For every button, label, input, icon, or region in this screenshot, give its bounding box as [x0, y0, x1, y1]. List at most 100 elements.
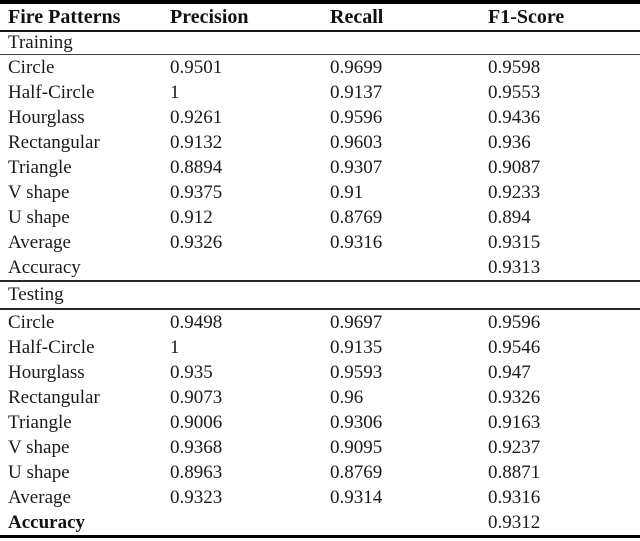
- cell-precision: 1: [170, 81, 180, 103]
- cell-precision: 0.9073: [170, 386, 223, 408]
- table-row: Circle 0.9498 0.9697 0.9596: [0, 309, 640, 335]
- cell-pattern: Triangle: [8, 411, 72, 433]
- table-row: Triangle 0.9006 0.9306 0.9163: [0, 410, 640, 435]
- table-row: V shape 0.9368 0.9095 0.9237: [0, 435, 640, 460]
- cell-f1: 0.9087: [488, 156, 541, 178]
- cell-f1: 0.936: [488, 131, 531, 153]
- cell-precision: 0.935: [170, 361, 213, 383]
- cell-pattern: Half-Circle: [8, 81, 95, 103]
- cell-pattern: Hourglass: [8, 361, 85, 383]
- table-row: Average 0.9323 0.9314 0.9316: [0, 485, 640, 510]
- cell-precision: 0.9501: [170, 56, 223, 78]
- cell-recall: 0.9697: [330, 311, 383, 333]
- table-row: Average 0.9326 0.9316 0.9315: [0, 230, 640, 255]
- cell-precision: 0.9261: [170, 106, 223, 128]
- section-row-testing: Testing: [0, 280, 640, 310]
- cell-recall: [322, 255, 480, 281]
- cell-precision: 0.8963: [170, 461, 223, 483]
- cell-f1: 0.9233: [488, 181, 541, 203]
- cell-f1: 0.9598: [488, 56, 541, 78]
- table-row: Half-Circle 1 0.9137 0.9553: [0, 80, 640, 105]
- table-row-accuracy-testing: Accuracy 0.9312: [0, 510, 640, 537]
- table-row: Rectangular 0.9132 0.9603 0.936: [0, 130, 640, 155]
- column-header-recall: Recall: [322, 2, 480, 32]
- cell-precision: 0.9323: [170, 486, 223, 508]
- cell-pattern: U shape: [8, 461, 70, 483]
- cell-recall: 0.96: [330, 386, 364, 408]
- cell-precision: 0.9498: [170, 311, 223, 333]
- cell-f1: 0.9596: [488, 311, 541, 333]
- cell-precision: [162, 255, 322, 281]
- cell-f1: 0.9546: [488, 336, 541, 358]
- table-row: Hourglass 0.935 0.9593 0.947: [0, 360, 640, 385]
- cell-recall: 0.9699: [330, 56, 383, 78]
- column-header-fire-patterns: Fire Patterns: [0, 2, 162, 32]
- cell-pattern: Average: [8, 231, 71, 253]
- cell-recall: 0.9306: [330, 411, 383, 433]
- table-row: Accuracy 0.9313: [0, 255, 640, 281]
- table-row: Circle 0.9501 0.9699 0.9598: [0, 55, 640, 81]
- cell-precision: 0.9326: [170, 231, 223, 253]
- cell-recall: 0.9603: [330, 131, 383, 153]
- cell-recall: 0.9137: [330, 81, 383, 103]
- table-row: U shape 0.912 0.8769 0.894: [0, 205, 640, 230]
- cell-pattern: Circle: [8, 311, 55, 333]
- section-row-training: Training: [0, 31, 640, 55]
- table-row: Triangle 0.8894 0.9307 0.9087: [0, 155, 640, 180]
- section-label-testing: Testing: [0, 280, 640, 310]
- cell-precision: 0.9132: [170, 131, 223, 153]
- cell-pattern: Rectangular: [8, 386, 100, 408]
- cell-f1: 0.9315: [488, 231, 541, 253]
- cell-pattern: Hourglass: [8, 106, 85, 128]
- cell-recall: 0.9316: [330, 231, 383, 253]
- cell-precision: [162, 510, 322, 537]
- cell-recall: 0.8769: [330, 206, 383, 228]
- cell-recall: 0.9135: [330, 336, 383, 358]
- cell-pattern: U shape: [8, 206, 70, 228]
- cell-pattern: Triangle: [8, 156, 72, 178]
- cell-f1: 0.9237: [488, 436, 541, 458]
- cell-f1: 0.894: [488, 206, 531, 228]
- cell-recall: 0.91: [330, 181, 364, 203]
- cell-pattern: Average: [8, 486, 71, 508]
- table-row: Half-Circle 1 0.9135 0.9546: [0, 335, 640, 360]
- cell-f1: 0.9553: [488, 81, 541, 103]
- cell-recall: 0.9593: [330, 361, 383, 383]
- cell-pattern: V shape: [8, 181, 70, 203]
- cell-recall: 0.9314: [330, 486, 383, 508]
- cell-pattern: Accuracy: [8, 256, 81, 278]
- cell-f1: 0.9312: [488, 511, 541, 533]
- cell-pattern: Accuracy: [8, 511, 86, 533]
- cell-precision: 0.9006: [170, 411, 223, 433]
- cell-recall: [322, 510, 480, 537]
- cell-precision: 1: [170, 336, 180, 358]
- table-row: Rectangular 0.9073 0.96 0.9326: [0, 385, 640, 410]
- cell-f1: 0.947: [488, 361, 531, 383]
- cell-f1: 0.9313: [488, 256, 541, 278]
- table-row: Hourglass 0.9261 0.9596 0.9436: [0, 105, 640, 130]
- cell-precision: 0.9375: [170, 181, 223, 203]
- cell-precision: 0.9368: [170, 436, 223, 458]
- cell-precision: 0.8894: [170, 156, 223, 178]
- table-row: U shape 0.8963 0.8769 0.8871: [0, 460, 640, 485]
- section-label-training: Training: [0, 31, 640, 55]
- cell-f1: 0.9436: [488, 106, 541, 128]
- cell-recall: 0.9307: [330, 156, 383, 178]
- table-header-row: Fire Patterns Precision Recall F1-Score: [0, 2, 640, 32]
- cell-recall: 0.9596: [330, 106, 383, 128]
- cell-pattern: V shape: [8, 436, 70, 458]
- cell-pattern: Circle: [8, 56, 55, 78]
- column-header-f1-score: F1-Score: [480, 2, 640, 32]
- cell-pattern: Half-Circle: [8, 336, 95, 358]
- cell-f1: 0.9316: [488, 486, 541, 508]
- cell-f1: 0.8871: [488, 461, 541, 483]
- column-header-precision: Precision: [162, 2, 322, 32]
- cell-f1: 0.9326: [488, 386, 541, 408]
- cell-recall: 0.9095: [330, 436, 383, 458]
- cell-recall: 0.8769: [330, 461, 383, 483]
- cell-precision: 0.912: [170, 206, 213, 228]
- cell-f1: 0.9163: [488, 411, 541, 433]
- table-row: V shape 0.9375 0.91 0.9233: [0, 180, 640, 205]
